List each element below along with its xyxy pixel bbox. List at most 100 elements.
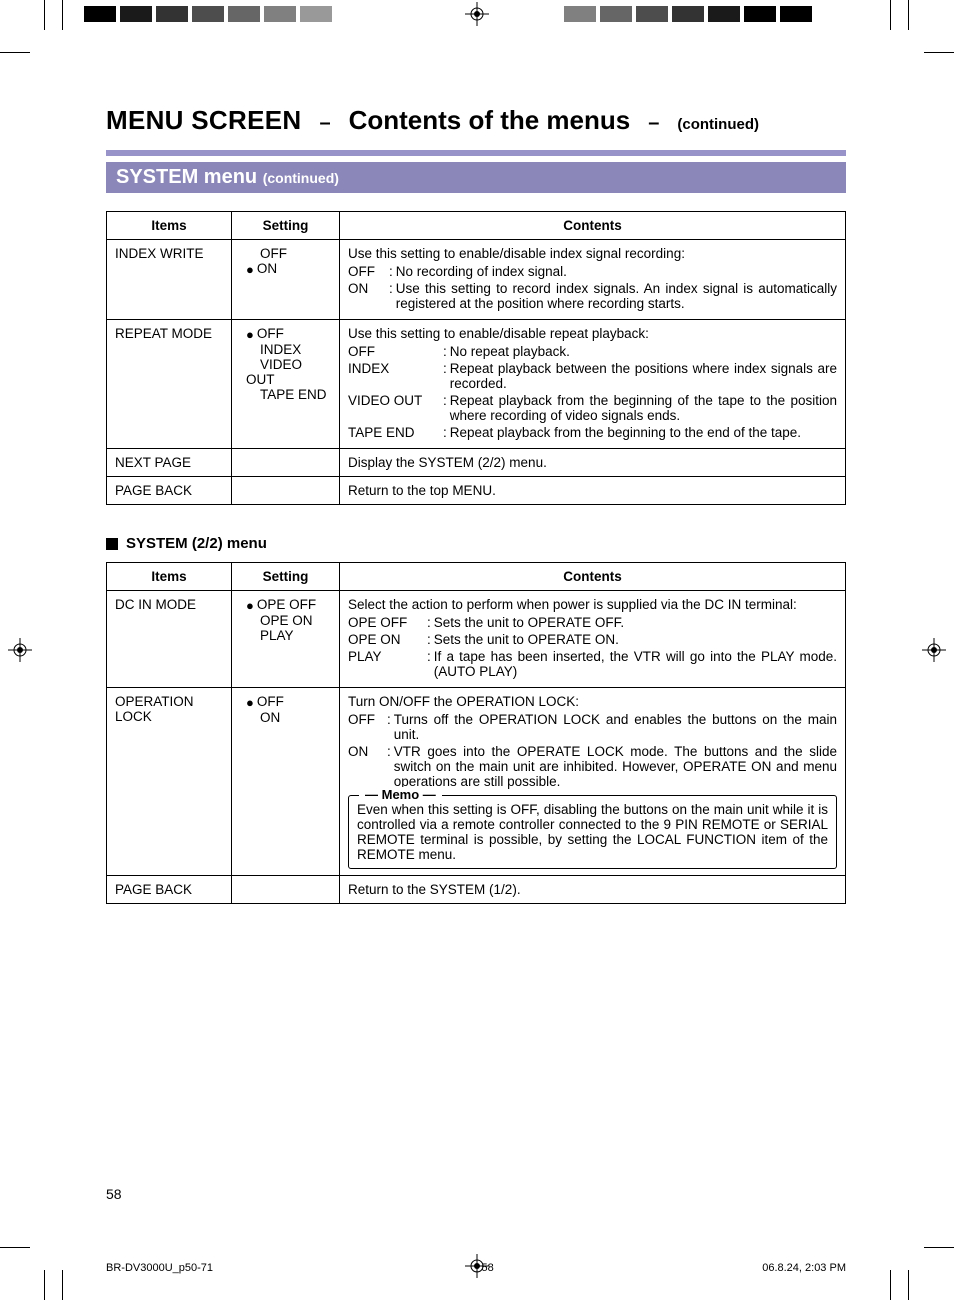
- definition-key: ON: [348, 744, 384, 789]
- default-bullet-icon: ●: [246, 695, 254, 710]
- setting-label: OFF: [260, 246, 287, 261]
- table-row: DC IN MODE●OPE OFFOPE ONPLAYSelect the a…: [107, 591, 846, 688]
- setting-label: VIDEO OUT: [246, 357, 302, 387]
- decor-block: [744, 6, 776, 22]
- decor-block: [708, 6, 740, 22]
- footer: BR-DV3000U_p50-71 58 06.8.24, 2:03 PM: [106, 1262, 846, 1274]
- table-header-setting: Setting: [232, 212, 340, 240]
- contents-cell: Select the action to perform when power …: [340, 591, 846, 688]
- title-main: MENU SCREEN: [106, 105, 301, 136]
- setting-option: ●OPE OFF: [246, 597, 331, 613]
- default-bullet-icon: ●: [246, 598, 254, 613]
- table-row: INDEX WRITEOFF●ONUse this setting to ena…: [107, 240, 846, 320]
- crop-mark: [62, 1270, 63, 1300]
- setting-option: VIDEO OUT: [246, 357, 331, 387]
- table-row: PAGE BACKReturn to the SYSTEM (1/2).: [107, 876, 846, 904]
- definition-key: OFF: [348, 264, 386, 279]
- contents-intro: Use this setting to enable/disable index…: [348, 246, 837, 261]
- section-continued: (continued): [263, 170, 339, 186]
- decor-block: [120, 6, 152, 22]
- decor-block: [600, 6, 632, 22]
- definition-colon: :: [440, 344, 450, 359]
- crop-mark: [908, 1270, 909, 1300]
- table-row: OPERATION LOCK●OFFONTurn ON/OFF the OPER…: [107, 688, 846, 876]
- decor-block: [300, 6, 332, 22]
- definition-key: INDEX: [348, 361, 440, 391]
- definition-key: ON: [348, 281, 386, 311]
- definition-key: TAPE END: [348, 425, 440, 440]
- item-cell: OPERATION LOCK: [107, 688, 232, 876]
- setting-label: PLAY: [260, 628, 294, 643]
- footer-page: 58: [481, 1262, 493, 1274]
- definition-row: OPE ON:Sets the unit to OPERATE ON.: [348, 632, 837, 647]
- setting-option: INDEX: [246, 342, 331, 357]
- definition-value: No recording of index signal.: [396, 264, 837, 279]
- item-cell: DC IN MODE: [107, 591, 232, 688]
- decor-block: [84, 6, 116, 22]
- setting-label: ON: [260, 710, 280, 725]
- square-bullet-icon: [106, 538, 118, 550]
- default-bullet-icon: ●: [246, 327, 254, 342]
- decor-block: [672, 6, 704, 22]
- definition-row: OPE OFF:Sets the unit to OPERATE OFF.: [348, 615, 837, 630]
- definition-colon: :: [424, 649, 434, 679]
- default-bullet-icon: ●: [246, 262, 254, 277]
- contents-cell: Display the SYSTEM (2/2) menu.: [340, 449, 846, 477]
- definition-row: PLAY:If a tape has been inserted, the VT…: [348, 649, 837, 679]
- table-row: PAGE BACK Return to the top MENU.: [107, 477, 846, 505]
- page-title: MENU SCREEN – Contents of the menus – (c…: [106, 105, 846, 136]
- definition-key: OFF: [348, 712, 384, 742]
- title-dash2: –: [648, 112, 659, 135]
- setting-cell: ●OFFON: [232, 688, 340, 876]
- setting-cell: ●OFFINDEXVIDEO OUTTAPE END: [232, 320, 340, 449]
- setting-label: TAPE END: [260, 387, 327, 402]
- setting-option: ●ON: [246, 261, 331, 277]
- contents-cell: Turn ON/OFF the OPERATION LOCK:OFF:Turns…: [340, 688, 846, 876]
- page-number: 58: [106, 1186, 122, 1202]
- table-header-items: Items: [107, 563, 232, 591]
- section-title: SYSTEM menu: [116, 166, 257, 188]
- title-sub: Contents of the menus: [349, 105, 631, 136]
- definition-colon: :: [424, 615, 434, 630]
- setting-cell: [232, 477, 340, 505]
- setting-cell: ●OPE OFFOPE ONPLAY: [232, 591, 340, 688]
- item-cell: REPEAT MODE: [107, 320, 232, 449]
- definition-value: Sets the unit to OPERATE OFF.: [434, 615, 837, 630]
- setting-option: ●OFF: [246, 326, 331, 342]
- contents-cell: Return to the top MENU.: [340, 477, 846, 505]
- definition-value: VTR goes into the OPERATE LOCK mode. The…: [394, 744, 837, 789]
- definition-value: Repeat playback between the positions wh…: [450, 361, 837, 391]
- definition-key: OPE ON: [348, 632, 424, 647]
- setting-option: ●OFF: [246, 694, 331, 710]
- definition-value: Repeat playback from the beginning of th…: [450, 393, 837, 423]
- definition-colon: :: [386, 281, 396, 311]
- setting-option: ON: [246, 710, 331, 725]
- definition-row: TAPE END:Repeat playback from the beginn…: [348, 425, 837, 440]
- contents-intro: Turn ON/OFF the OPERATION LOCK:: [348, 694, 837, 709]
- definition-colon: :: [386, 264, 396, 279]
- crop-mark: [924, 1247, 954, 1248]
- setting-label: OFF: [257, 326, 284, 341]
- item-cell: INDEX WRITE: [107, 240, 232, 320]
- definition-row: INDEX:Repeat playback between the positi…: [348, 361, 837, 391]
- footer-file: BR-DV3000U_p50-71: [106, 1262, 213, 1274]
- definition-colon: :: [440, 393, 450, 423]
- item-cell: PAGE BACK: [107, 876, 232, 904]
- definition-value: Sets the unit to OPERATE ON.: [434, 632, 837, 647]
- definition-row: VIDEO OUT:Repeat playback from the begin…: [348, 393, 837, 423]
- item-cell: PAGE BACK: [107, 477, 232, 505]
- decor-block: [564, 6, 596, 22]
- setting-option: TAPE END: [246, 387, 331, 402]
- setting-cell: OFF●ON: [232, 240, 340, 320]
- definition-key: OFF: [348, 344, 440, 359]
- registration-mark-icon: [8, 638, 32, 662]
- sub-heading: SYSTEM (2/2) menu: [106, 535, 846, 552]
- definition-row: OFF:No recording of index signal.: [348, 264, 837, 279]
- definition-value: Repeat playback from the beginning to th…: [450, 425, 837, 440]
- footer-timestamp: 06.8.24, 2:03 PM: [762, 1262, 846, 1274]
- title-dash: –: [319, 112, 330, 135]
- setting-option: OFF: [246, 246, 331, 261]
- setting-label: OPE ON: [260, 613, 313, 628]
- decor-block: [780, 6, 812, 22]
- crop-mark: [0, 52, 30, 53]
